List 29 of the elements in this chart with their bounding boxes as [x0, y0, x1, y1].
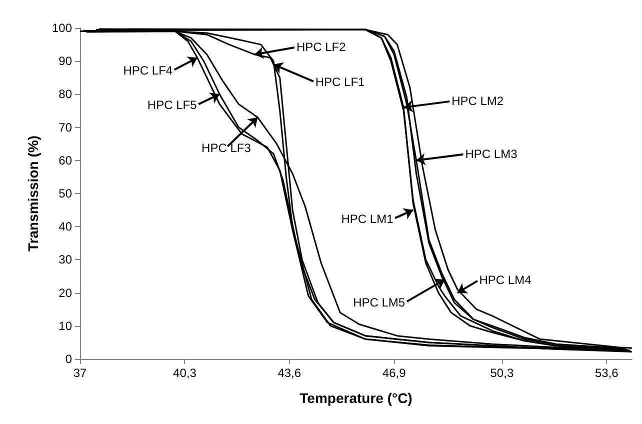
- x-tick-label: 43,6: [278, 366, 302, 380]
- y-tick-label: 60: [58, 153, 72, 168]
- annotation: HPC LM4: [479, 272, 532, 287]
- annotation: HPC LM3: [465, 147, 518, 162]
- annotation: HPC LF5: [147, 98, 198, 112]
- y-tick-label: 100: [52, 21, 72, 35]
- y-tick-label: 40: [58, 220, 72, 234]
- y-tick-label: 50: [58, 186, 72, 200]
- x-tick-label: 53,6: [594, 366, 619, 380]
- y-tick-label: 70: [58, 120, 72, 134]
- y-tick-label: 20: [58, 286, 72, 300]
- x-tick-label: 46,9: [382, 366, 406, 380]
- x-tick-label: 37: [73, 366, 87, 380]
- y-tick-label: 30: [58, 252, 72, 267]
- annotation: HPC LM2: [452, 94, 504, 108]
- y-tick-label: 90: [58, 54, 72, 68]
- y-axis-title: Transmission (%): [25, 136, 41, 252]
- y-tick-label: 0: [65, 352, 72, 366]
- y-tick-label: 10: [58, 318, 72, 333]
- annotation: HPC LF1: [315, 75, 366, 90]
- x-axis-title: Temperature (°C): [300, 390, 412, 406]
- annotation: HPC LF2: [296, 40, 346, 54]
- x-tick-label: 50,3: [490, 366, 514, 380]
- y-tick-label: 80: [58, 87, 72, 102]
- annotation: HPC LM5: [353, 296, 406, 310]
- x-tick-label: 40,3: [173, 366, 197, 380]
- annotation: HPC LM1: [341, 212, 394, 226]
- annotation: HPC LF4: [123, 64, 173, 78]
- annotation: HPC LF3: [202, 140, 252, 155]
